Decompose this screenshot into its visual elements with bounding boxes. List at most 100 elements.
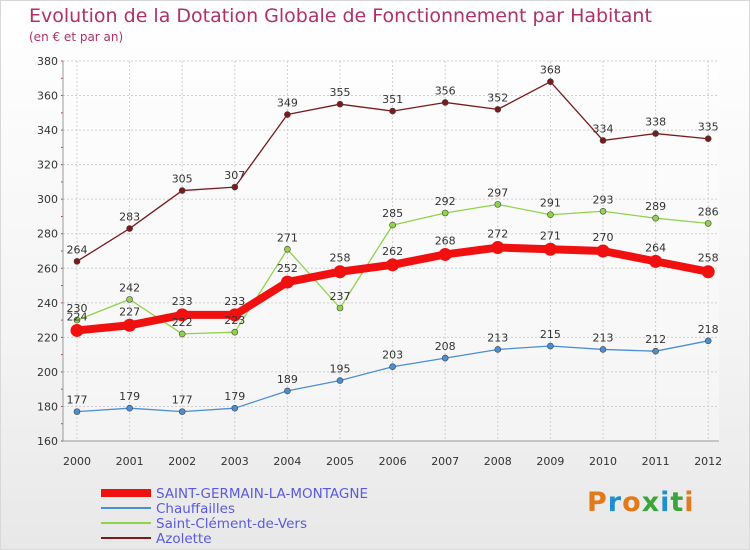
data-label: 218 xyxy=(698,323,719,336)
data-point xyxy=(70,323,84,337)
data-point xyxy=(284,387,291,395)
chart-title: Evolution de la Dotation Globale de Fonc… xyxy=(29,5,652,27)
x-tick-label: 2012 xyxy=(694,455,722,468)
data-label: 258 xyxy=(698,252,719,265)
x-tick-label: 2002 xyxy=(168,455,196,468)
data-point xyxy=(73,316,81,324)
data-label: 189 xyxy=(277,373,298,386)
data-point xyxy=(441,209,449,217)
x-tick-label: 2000 xyxy=(63,455,91,468)
logo-letter: t xyxy=(670,487,685,518)
data-labels: 177 179 177 179 189 195 203 208 213 215 213 212 218 2… xyxy=(67,64,719,407)
data-point xyxy=(596,244,610,258)
data-label: 352 xyxy=(487,91,508,104)
data-point xyxy=(701,265,715,279)
x-tick-label: 2004 xyxy=(273,455,301,468)
data-point xyxy=(389,221,396,229)
data-label: 286 xyxy=(698,205,719,218)
data-point xyxy=(491,241,505,255)
y-tick-label: 240 xyxy=(37,297,58,310)
data-point xyxy=(494,346,502,353)
y-tick-label: 320 xyxy=(37,159,58,172)
legend-label: SAINT-GERMAIN-LA-MONTAGNE xyxy=(156,486,368,502)
data-point xyxy=(652,214,659,222)
logo-letter: P xyxy=(587,487,608,518)
data-label: 305 xyxy=(172,173,193,186)
x-tick-label: 2005 xyxy=(326,455,354,468)
data-label: 272 xyxy=(487,228,508,241)
data-point xyxy=(441,99,449,106)
data-label: 271 xyxy=(540,229,561,242)
y-tick-label: 380 xyxy=(37,55,58,68)
data-label: 213 xyxy=(593,331,614,344)
data-label: 268 xyxy=(435,234,456,247)
data-label: 230 xyxy=(67,302,88,315)
data-point xyxy=(228,308,242,322)
y-tick-label: 180 xyxy=(37,400,58,413)
x-tick-label: 2003 xyxy=(221,455,249,468)
data-point xyxy=(126,225,133,232)
data-label: 293 xyxy=(593,193,614,206)
data-label: 252 xyxy=(277,262,298,275)
data-label: 212 xyxy=(645,333,666,346)
axes: 160 180 200 220 240 260 280 300 320 340 360 380 2000… xyxy=(37,55,722,468)
x-tick-label: 2010 xyxy=(589,455,617,468)
data-label: 283 xyxy=(119,211,140,224)
data-point xyxy=(231,404,239,412)
data-label: 203 xyxy=(382,349,403,362)
data-point xyxy=(178,408,186,415)
data-point xyxy=(231,183,239,191)
data-label: 334 xyxy=(593,122,614,135)
data-point xyxy=(438,247,452,261)
logo-letter: i xyxy=(660,487,671,518)
chart-subtitle: (en € et par an) xyxy=(29,30,124,44)
x-tick-label: 2006 xyxy=(379,455,407,468)
data-point xyxy=(652,347,659,355)
legend-label: Chauffailles xyxy=(156,501,235,517)
data-label: 222 xyxy=(172,316,193,329)
data-point xyxy=(333,265,347,279)
data-label: 262 xyxy=(382,245,403,258)
data-label: 292 xyxy=(435,195,456,208)
data-label: 233 xyxy=(224,295,245,308)
data-label: 223 xyxy=(224,314,245,327)
data-point xyxy=(284,111,291,118)
data-label: 338 xyxy=(645,116,666,129)
data-label: 233 xyxy=(172,295,193,308)
data-label: 270 xyxy=(593,231,614,244)
data-label: 335 xyxy=(698,121,719,134)
data-point xyxy=(73,408,81,415)
data-point xyxy=(389,363,396,371)
data-point xyxy=(284,245,291,253)
data-point xyxy=(386,258,400,272)
data-label: 368 xyxy=(540,64,561,77)
data-point xyxy=(649,254,663,268)
data-label: 291 xyxy=(540,197,561,210)
data-point xyxy=(73,258,81,265)
data-label: 227 xyxy=(119,305,140,318)
data-point xyxy=(547,342,554,350)
x-tick-label: 2011 xyxy=(642,455,670,468)
data-point xyxy=(175,308,189,322)
data-point xyxy=(126,404,133,412)
logo-letter: o xyxy=(622,487,642,518)
legend-label: Saint-Clément-de-Vers xyxy=(156,516,307,532)
data-label: 177 xyxy=(172,394,193,407)
legend-label: Azolette xyxy=(156,531,212,547)
data-point xyxy=(336,100,344,108)
data-point xyxy=(336,377,344,384)
x-tick-label: 2009 xyxy=(536,455,564,468)
data-point xyxy=(178,330,186,338)
logo-letter: r xyxy=(607,487,623,518)
data-label: 356 xyxy=(435,84,456,97)
series-group xyxy=(70,78,715,415)
y-tick-label: 300 xyxy=(37,193,58,206)
data-point xyxy=(599,137,607,144)
data-label: 285 xyxy=(382,207,403,220)
data-label: 351 xyxy=(382,93,403,106)
data-point xyxy=(123,318,137,332)
legend: SAINT-GERMAIN-LA-MONTAGNEChauffaillesSai… xyxy=(101,486,368,547)
data-label: 224 xyxy=(67,310,88,323)
data-point xyxy=(547,78,554,86)
